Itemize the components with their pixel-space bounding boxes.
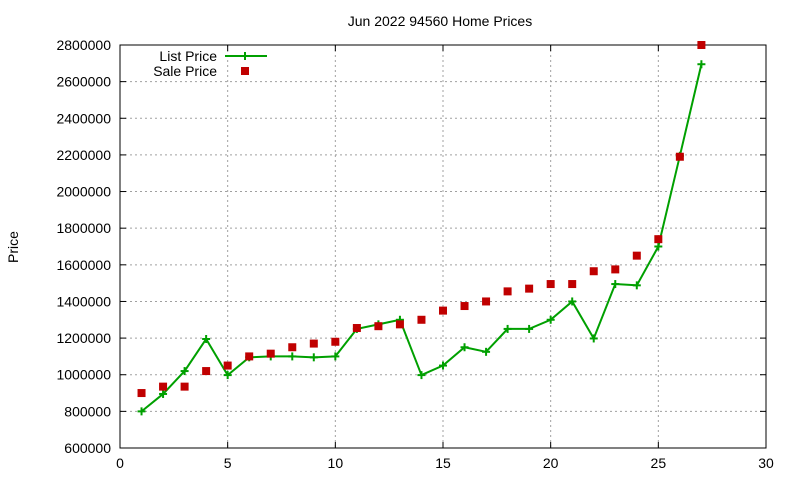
list-price-point xyxy=(460,343,469,352)
sale-price-point xyxy=(503,287,512,296)
list-price-point xyxy=(697,60,706,69)
y-tick-label: 2200000 xyxy=(56,147,111,163)
y-axis-label: Price xyxy=(5,231,21,263)
legend-label-sale: Sale Price xyxy=(153,63,217,79)
list-price-point xyxy=(223,371,232,380)
x-tick-label: 10 xyxy=(328,455,344,471)
sale-price-point xyxy=(568,280,577,289)
list-price-point xyxy=(632,281,641,290)
list-price-point xyxy=(137,407,146,416)
y-tick-label: 800000 xyxy=(64,403,111,419)
list-price-point xyxy=(482,347,491,356)
list-price-point xyxy=(309,353,318,362)
sale-price-point xyxy=(266,349,275,358)
y-tick-label: 1400000 xyxy=(56,293,111,309)
sale-price-point xyxy=(374,322,383,331)
sale-price-point xyxy=(395,320,404,329)
list-price-point xyxy=(568,297,577,306)
y-tick-label: 2000000 xyxy=(56,184,111,200)
y-tick-label: 2400000 xyxy=(56,110,111,126)
sale-price-point xyxy=(202,367,211,376)
list-price-point xyxy=(331,352,340,361)
sale-price-point xyxy=(675,152,684,161)
legend-label-list: List Price xyxy=(159,48,217,64)
x-tick-label: 20 xyxy=(543,455,559,471)
x-tick-label: 5 xyxy=(224,455,232,471)
y-tick-label: 600000 xyxy=(64,440,111,456)
grid xyxy=(120,45,766,448)
x-tick-label: 25 xyxy=(651,455,667,471)
sale-price-point xyxy=(180,382,189,391)
y-tick-label: 1600000 xyxy=(56,257,111,273)
legend-marker-list xyxy=(241,52,249,60)
list-price-point xyxy=(503,324,512,333)
sale-price-point xyxy=(245,352,254,361)
list-price-point xyxy=(589,334,598,343)
list-price-point xyxy=(611,280,620,289)
x-tick-label: 30 xyxy=(758,455,774,471)
list-price-point xyxy=(180,367,189,376)
list-price-point xyxy=(546,315,555,324)
sale-price-point xyxy=(223,361,232,370)
chart-title: Jun 2022 94560 Home Prices xyxy=(348,13,532,29)
sale-price-point xyxy=(352,324,361,333)
y-tick-label: 1800000 xyxy=(56,220,111,236)
sale-price-point xyxy=(460,302,469,311)
sale-price-point xyxy=(697,41,706,49)
sale-price-point xyxy=(546,280,555,289)
series xyxy=(137,41,706,416)
list-price-point xyxy=(417,371,426,380)
x-tick-label: 0 xyxy=(116,455,124,471)
list-price-point xyxy=(439,361,447,370)
y-tick-label: 2800000 xyxy=(56,37,111,53)
sale-price-point xyxy=(525,284,534,293)
y-tick-label: 1200000 xyxy=(56,330,111,346)
sale-price-point xyxy=(331,337,340,346)
sale-price-point xyxy=(439,306,447,315)
y-tick-label: 2600000 xyxy=(56,74,111,90)
sale-price-point xyxy=(589,267,598,276)
x-tick-label: 15 xyxy=(435,455,451,471)
list-price-line xyxy=(140,64,703,413)
sale-price-point xyxy=(159,382,168,391)
sale-price-point xyxy=(309,339,318,348)
sale-price-point xyxy=(417,315,426,324)
sale-price-point xyxy=(654,235,663,244)
sale-price-point xyxy=(137,389,146,398)
list-price-point xyxy=(159,389,168,398)
sale-price-point xyxy=(632,251,641,260)
list-price-point xyxy=(525,324,534,333)
axis-ticks: 0 5 10 15 20 25 30 600000 800000 1000000 1200000 14… xyxy=(56,37,774,471)
list-price-point xyxy=(202,335,211,344)
sale-price-point xyxy=(482,297,491,306)
y-tick-label: 1000000 xyxy=(56,367,111,383)
sale-price-point xyxy=(611,265,620,274)
sale-price-point xyxy=(288,343,297,352)
list-price-point xyxy=(288,352,297,361)
list-price-point xyxy=(654,242,663,251)
legend-swatch-sale xyxy=(241,67,249,75)
